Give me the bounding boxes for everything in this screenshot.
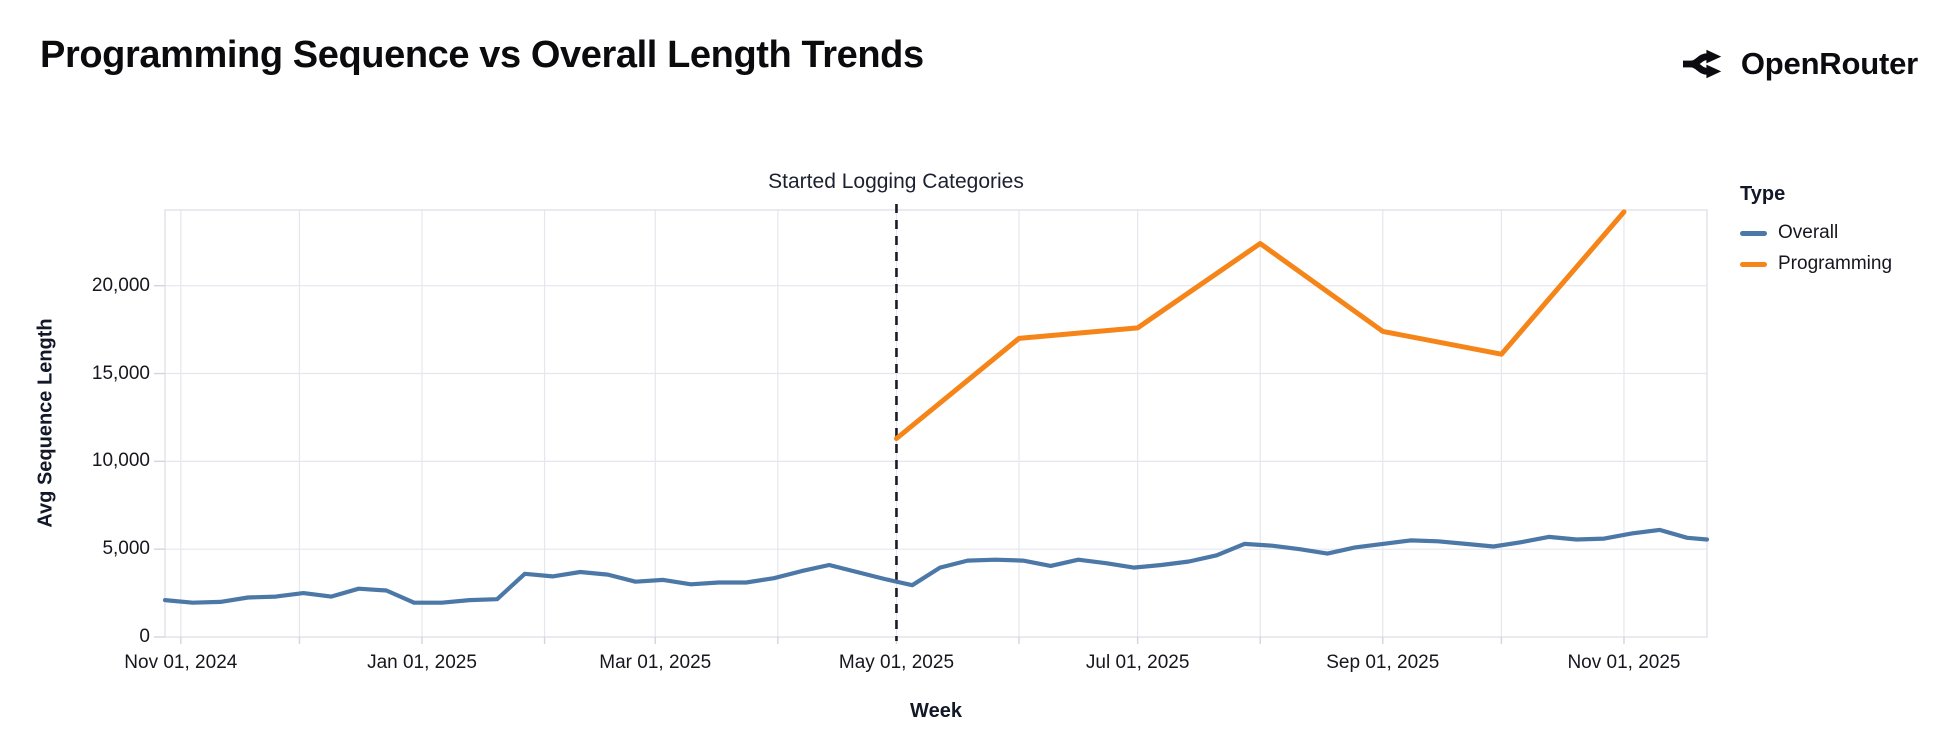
- y-tick-label: 15,000: [91, 362, 150, 384]
- plot-border: [164, 209, 1708, 638]
- x-tick-label: Mar 01, 2025: [599, 652, 712, 673]
- x-axis-title: Week: [910, 700, 962, 722]
- y-tick-label: 0: [139, 626, 150, 647]
- x-tick-label: Nov 01, 2025: [1567, 652, 1681, 673]
- x-tick-label: Jul 01, 2025: [1085, 652, 1190, 673]
- y-axis-title: Avg Sequence Length: [34, 318, 57, 528]
- brand[interactable]: OpenRouter: [1680, 40, 1918, 88]
- overall-swatch-icon: [1740, 230, 1767, 236]
- openrouter-logo-icon: [1682, 49, 1722, 79]
- y-tick-label: 20,000: [91, 274, 150, 296]
- x-tick-label: Sep 01, 2025: [1326, 652, 1440, 673]
- legend: Type Overall Programming: [1740, 183, 1892, 284]
- brand-name: OpenRouter: [1740, 46, 1918, 81]
- legend-label: Overall: [1778, 222, 1839, 243]
- programming-swatch-icon: [1740, 261, 1767, 267]
- legend-items: Overall Programming: [1740, 222, 1892, 275]
- annotation-label: Started Logging Categories: [768, 170, 1024, 193]
- y-tick-label: 5,000: [102, 538, 150, 560]
- programming-line: [894, 209, 1627, 441]
- y-tick-label: 10,000: [91, 450, 150, 472]
- page-title: Programming Sequence vs Overall Length T…: [40, 34, 924, 76]
- x-tick-label: May 01, 2025: [838, 652, 955, 673]
- x-tick-label: Jan 01, 2025: [367, 652, 477, 673]
- legend-item-programming: Programming: [1740, 253, 1892, 275]
- x-tick-label: Nov 01, 2024: [124, 652, 238, 673]
- legend-item-overall: Overall: [1740, 222, 1892, 244]
- legend-label: Programming: [1778, 253, 1893, 274]
- overall-line: [162, 527, 1710, 605]
- legend-title: Type: [1740, 183, 1786, 205]
